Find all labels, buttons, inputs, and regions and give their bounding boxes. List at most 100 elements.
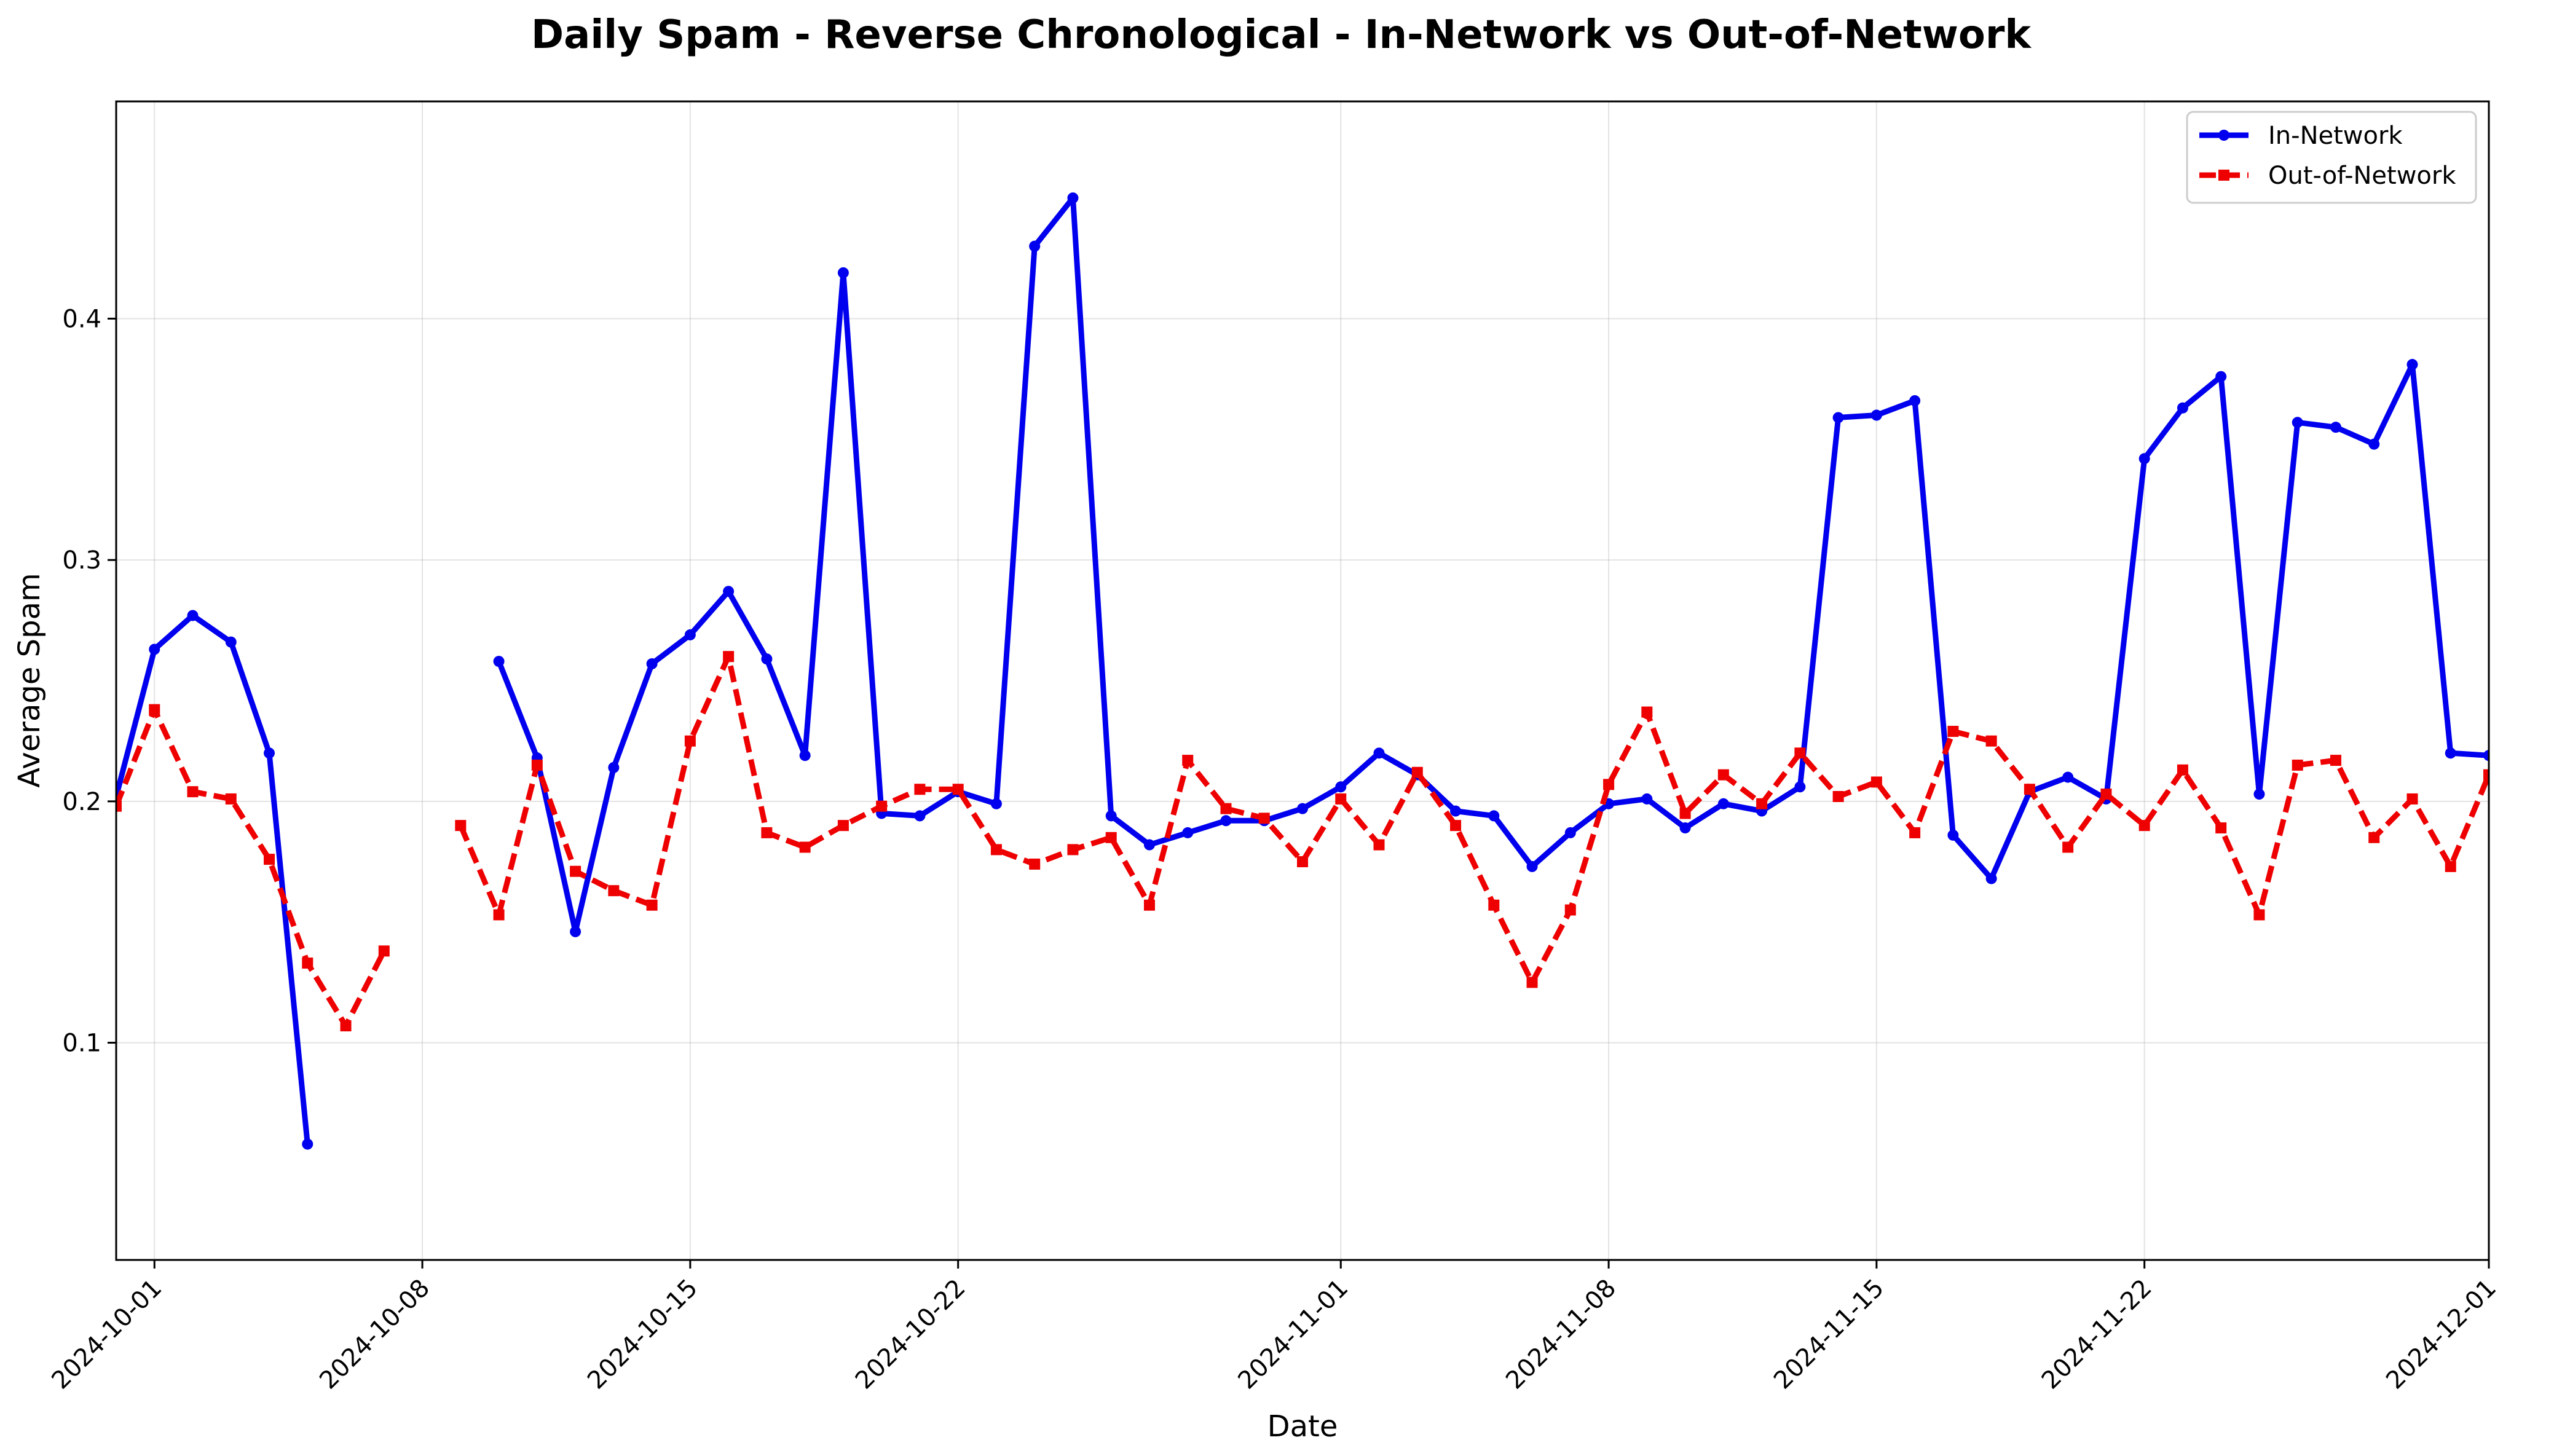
y-tick-label: 0.1 [62,1029,101,1058]
data-point-out-of-network [1029,858,1041,870]
data-point-out-of-network [761,827,773,838]
y-tick-label: 0.4 [62,305,101,333]
legend-label-out-of-network: Out-of-Network [2268,162,2456,190]
y-axis-label: Average Spam [12,573,47,787]
data-point-in-network [723,586,735,597]
series-in-network [116,192,2489,1150]
data-point-in-network [837,267,849,278]
legend: In-Network Out-of-Network [2186,111,2477,204]
data-point-out-of-network [684,735,696,747]
data-point-in-network [1717,798,1729,809]
data-point-in-network [1029,240,1041,252]
data-point-out-of-network [455,820,467,832]
data-point-out-of-network [570,865,581,877]
legend-label-in-network: In-Network [2268,122,2403,150]
data-point-out-of-network [1297,856,1308,868]
data-point-out-of-network [1603,779,1615,790]
data-point-out-of-network [149,704,160,715]
data-point-out-of-network [1564,904,1576,916]
data-point-out-of-network [2368,832,2380,843]
data-point-in-network [2253,789,2265,800]
data-point-out-of-network [2253,909,2265,921]
data-point-out-of-network [2483,769,2489,781]
data-point-out-of-network [2292,759,2303,771]
data-point-out-of-network [2177,764,2188,776]
data-point-in-network [1947,829,1959,841]
data-point-out-of-network [799,841,811,853]
data-point-out-of-network [340,1020,352,1032]
data-point-in-network [2330,422,2341,433]
data-point-out-of-network [2215,822,2227,834]
data-point-in-network [2062,771,2074,783]
data-point-in-network [187,610,199,621]
data-point-out-of-network [1756,798,1768,809]
data-point-in-network [493,656,505,667]
data-point-in-network [608,761,620,773]
data-point-out-of-network [608,885,620,897]
series-line-out-of-network [458,653,2489,985]
series-line-in-network [116,613,310,1144]
series-line-out-of-network [116,707,387,1029]
data-point-in-network [1679,822,1691,834]
data-point-out-of-network [1373,839,1385,851]
data-point-in-network [1794,781,1806,793]
data-point-out-of-network [493,909,505,921]
data-point-out-of-network [1258,813,1270,824]
data-point-in-network [1832,412,1844,423]
data-point-out-of-network [1794,747,1806,759]
data-point-in-network [1641,793,1653,805]
data-point-out-of-network [646,899,658,911]
data-point-in-network [914,810,926,822]
data-point-in-network [2368,438,2380,450]
data-point-out-of-network [264,854,275,865]
data-point-out-of-network [1182,755,1194,766]
data-point-in-network [2138,453,2150,465]
data-point-in-network [2292,417,2303,428]
data-point-in-network [684,629,696,640]
data-point-in-network [1909,395,1921,406]
x-axis-label: Date [1267,1409,1338,1444]
data-point-out-of-network [952,784,964,795]
data-point-out-of-network [876,800,888,812]
data-point-out-of-network [837,820,849,832]
data-point-out-of-network [1450,820,1462,832]
data-point-out-of-network [378,945,390,957]
data-point-in-network [1488,810,1500,822]
grid [116,101,2489,1260]
data-point-out-of-network [1947,725,1959,737]
data-point-in-network [1870,409,1882,421]
data-point-out-of-network [2445,860,2456,872]
data-point-in-network [264,747,275,759]
data-point-in-network [646,658,658,670]
series-layer [116,192,2489,1150]
data-point-in-network [302,1138,313,1150]
legend-marker-in-network [2218,130,2229,141]
data-point-in-network [1297,803,1308,814]
data-point-out-of-network [1105,832,1117,843]
data-point-out-of-network [1335,793,1347,805]
data-point-out-of-network [1985,735,1997,747]
data-point-out-of-network [1067,844,1079,856]
data-point-in-network [570,926,581,937]
data-point-out-of-network [187,786,199,798]
data-point-out-of-network [1220,803,1232,814]
data-point-out-of-network [1717,769,1729,781]
data-point-out-of-network [1832,791,1844,802]
data-point-out-of-network [2024,784,2035,795]
data-point-in-network [2445,747,2456,759]
data-point-out-of-network [302,957,313,969]
data-point-out-of-network [1909,827,1921,838]
series-out-of-network [116,651,2489,1032]
data-point-out-of-network [1870,776,1882,788]
data-point-in-network [2215,371,2227,382]
data-point-out-of-network [914,784,926,795]
data-point-in-network [990,798,1002,809]
data-point-out-of-network [2062,841,2074,853]
data-point-out-of-network [531,759,543,771]
data-point-out-of-network [2100,789,2112,800]
data-point-in-network [761,653,773,665]
data-point-out-of-network [1411,766,1423,778]
data-point-out-of-network [1143,899,1155,911]
